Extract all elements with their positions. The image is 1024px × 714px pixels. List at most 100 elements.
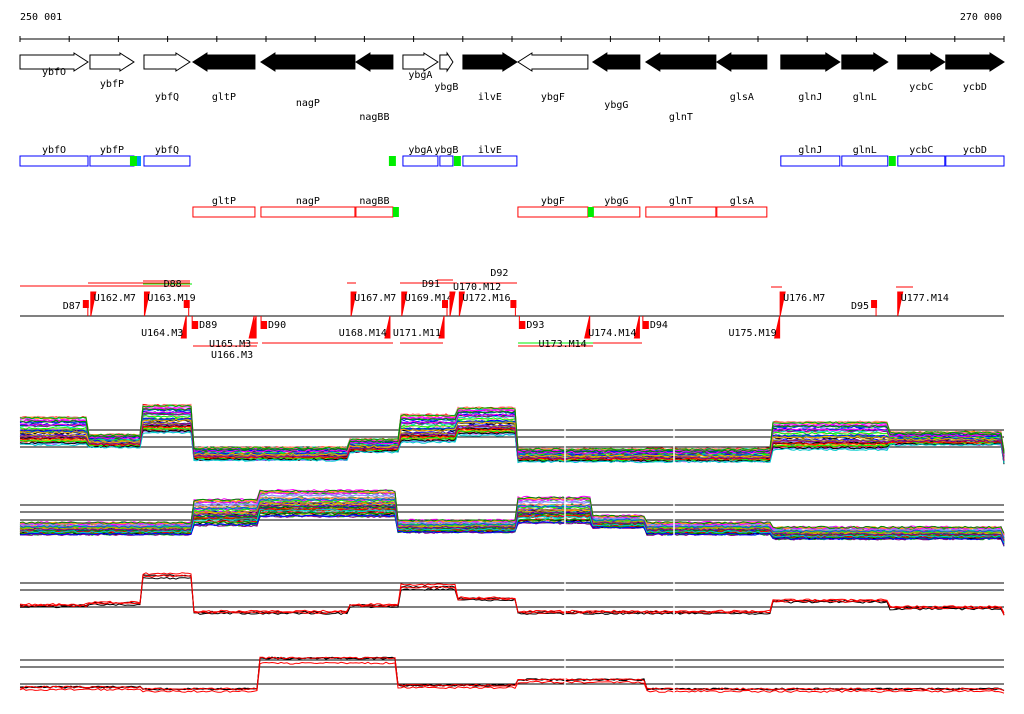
feature-label: D91 [422, 279, 440, 290]
gene-arrow-glsA[interactable] [715, 52, 768, 72]
operon-label: glnT [669, 196, 693, 207]
gene-arrow-nagBB[interactable] [355, 52, 394, 72]
gene-arrow-ybgF[interactable] [517, 52, 589, 72]
feature-label: D94 [650, 320, 668, 331]
gene-arrow-ybfO[interactable] [19, 52, 89, 72]
feature-marker [143, 291, 151, 317]
expression-profile [19, 427, 1005, 463]
feature-marker [438, 315, 445, 339]
gene-arrow-ilvE[interactable] [462, 52, 518, 72]
feature-label: D90 [268, 320, 286, 331]
feature-label: D88 [164, 279, 182, 290]
operon-label: ybgB [434, 145, 458, 156]
feature-label: U173.M14 [539, 339, 587, 350]
operon-label: glnL [853, 145, 877, 156]
feature-label: U176.M7 [783, 293, 825, 304]
promoter-marker [392, 207, 399, 217]
operon-box-nagBB [355, 206, 394, 218]
operon-label: ybgA [408, 145, 432, 156]
gene-label: glnJ [798, 92, 822, 103]
feature-label: U177.M14 [901, 293, 949, 304]
feature-label: U172.M16 [462, 293, 510, 304]
gene-arrow-ybgB[interactable] [439, 51, 454, 73]
operon-label: ycbD [963, 145, 987, 156]
feature-label: D87 [63, 301, 81, 312]
operon-box-ycbD [945, 155, 1005, 167]
feature-marker [350, 291, 357, 317]
operon-label: ybfP [100, 145, 124, 156]
feature-marker [449, 291, 456, 317]
feature-label: U164.M3 [141, 328, 183, 339]
expression-profile [19, 661, 1005, 694]
ruler-end-label: 270 000 [959, 12, 1002, 23]
feature-marker [183, 300, 190, 308]
gene-label: ycbC [909, 82, 933, 93]
gene-arrow-ybgA[interactable] [402, 52, 439, 72]
operon-label: glnJ [798, 145, 822, 156]
feature-label: D92 [490, 268, 508, 279]
operon-box-ilvE [462, 155, 518, 167]
promoter-marker [129, 156, 137, 166]
expression-profile [19, 407, 1005, 454]
operon-label: ycbC [909, 145, 933, 156]
feature-marker [510, 300, 517, 308]
operon-box-ybfP [89, 155, 135, 167]
feature-label: U169.M14 [405, 293, 453, 304]
feature-label: U168.M14 [339, 328, 387, 339]
gene-arrow-ybfQ[interactable] [143, 52, 191, 72]
gene-label: ilvE [478, 92, 502, 103]
gene-arrow-gltP[interactable] [192, 52, 256, 72]
feature-label: U165.M3 [209, 339, 251, 350]
feature-marker [871, 300, 878, 308]
gene-label: glnT [669, 112, 693, 123]
expression-profile [19, 574, 1005, 616]
expression-profile [19, 423, 1005, 461]
feature-label: U163.M19 [147, 293, 195, 304]
feature-marker [401, 291, 408, 317]
feature-marker [261, 321, 268, 329]
feature-label: U162.M7 [94, 293, 136, 304]
feature-marker [442, 300, 449, 308]
gene-arrow-ycbC[interactable] [897, 52, 946, 72]
promoter-marker [587, 207, 594, 217]
expression-profile [20, 414, 1005, 457]
gene-arrow-glnJ[interactable] [780, 52, 841, 72]
feature-marker [82, 300, 89, 308]
operon-box-glnT [645, 206, 717, 218]
gene-arrow-ybgG[interactable] [591, 52, 641, 72]
operon-box-glsA [716, 206, 768, 218]
feature-marker [779, 291, 786, 317]
operon-highlight [134, 156, 141, 166]
gene-arrow-ycbD[interactable] [945, 52, 1005, 72]
operon-label: ybgF [541, 196, 565, 207]
gene-arrow-nagP[interactable] [260, 52, 356, 72]
gene-label: ybfP [100, 79, 124, 90]
feature-marker [458, 291, 465, 317]
expression-profile [19, 514, 1005, 545]
expression-profile [19, 656, 1005, 692]
operon-label: glsA [730, 196, 754, 207]
feature-marker [897, 291, 904, 317]
feature-label: D89 [199, 320, 217, 331]
operon-box-nagP [260, 206, 356, 218]
ruler-start-label: 250 001 [20, 12, 63, 23]
operon-box-ybfO [19, 155, 89, 167]
feature-label: D93 [526, 320, 544, 331]
gene-label: ybgG [604, 100, 628, 111]
operon-box-ybgF [517, 206, 589, 218]
gene-label: gltP [212, 92, 236, 103]
operon-box-ybgG [592, 206, 641, 218]
operon-box-gltP [192, 206, 256, 218]
operon-label: ybgG [604, 196, 628, 207]
operon-box-glnJ [780, 155, 841, 167]
expression-profile [19, 429, 1005, 465]
gene-arrow-glnT[interactable] [644, 52, 717, 72]
operon-box-ybgB [439, 155, 454, 167]
expression-profile [19, 411, 1005, 456]
gene-arrow-ybfP[interactable] [89, 52, 135, 72]
expression-profile [19, 574, 1005, 615]
promoter-marker [453, 156, 461, 166]
feature-label: U174.M14 [588, 328, 636, 339]
gene-arrow-glnL[interactable] [841, 52, 889, 72]
